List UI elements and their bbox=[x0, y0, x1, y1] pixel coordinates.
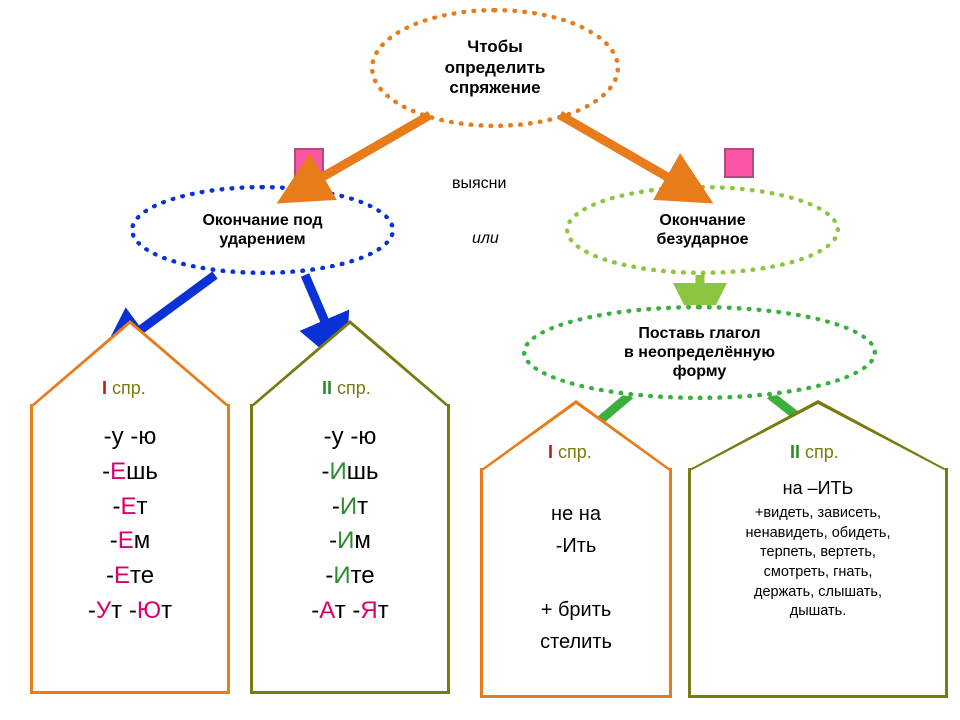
house-1-label: I спр. bbox=[102, 378, 146, 399]
label-vyyasni: выясни bbox=[452, 175, 506, 193]
house-3-label: I спр. bbox=[548, 442, 592, 463]
title-oval: Чтобыопределитьспряжение bbox=[370, 8, 620, 128]
left-oval-text: Окончание подударением bbox=[202, 211, 322, 249]
pink-marker bbox=[294, 148, 324, 178]
infinitive-oval-text: Поставь глаголв неопределённуюформу bbox=[624, 324, 775, 382]
house-2-endings: -у -ю-Ишь-Ит-Им-Ите-Ат -Ят bbox=[253, 420, 447, 629]
right-oval: Окончаниебезударное bbox=[565, 185, 840, 275]
house-2-label: II спр. bbox=[322, 378, 371, 399]
house-4-text: на –ИТЬ+видеть, зависеть,ненавидеть, оби… bbox=[691, 476, 945, 622]
title-oval-text: Чтобыопределитьспряжение bbox=[445, 37, 546, 98]
pink-marker bbox=[724, 148, 754, 178]
house-3-text: не на-Ить + бритьстелить bbox=[483, 498, 669, 658]
house-1-endings: -у -ю-Ешь-Ет-Ем-Ете-Ут -Ют bbox=[33, 420, 227, 629]
label-ili: или bbox=[472, 230, 499, 248]
right-oval-text: Окончаниебезударное bbox=[657, 211, 749, 249]
house-4-label: II спр. bbox=[790, 442, 839, 463]
left-oval: Окончание подударением bbox=[130, 185, 395, 275]
infinitive-oval: Поставь глаголв неопределённуюформу bbox=[522, 305, 877, 400]
